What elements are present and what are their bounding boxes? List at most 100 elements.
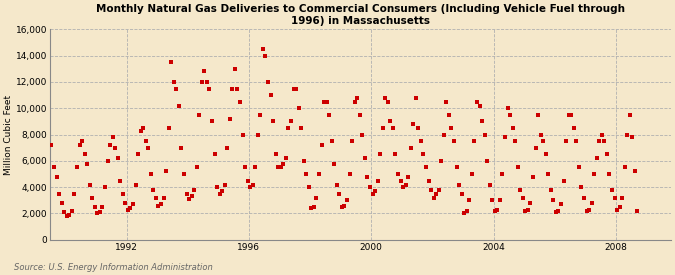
Point	[520, 209, 531, 213]
Point	[364, 185, 375, 189]
Point	[558, 178, 569, 183]
Point	[385, 119, 396, 123]
Point	[403, 174, 414, 179]
Point	[303, 185, 314, 189]
Point	[334, 192, 345, 196]
Point	[230, 67, 240, 71]
Point	[474, 103, 485, 108]
Point	[393, 172, 404, 176]
Point	[273, 165, 284, 170]
Point	[548, 198, 559, 203]
Point	[64, 213, 75, 217]
Point	[214, 192, 225, 196]
Point	[283, 126, 294, 130]
Point	[87, 196, 98, 200]
Point	[140, 139, 151, 143]
Point	[360, 156, 371, 160]
Point	[102, 159, 113, 163]
Point	[97, 205, 108, 209]
Point	[207, 119, 217, 123]
Point	[563, 113, 574, 117]
Point	[451, 165, 462, 170]
Point	[339, 204, 350, 208]
Point	[500, 135, 510, 139]
Point	[120, 201, 131, 205]
Point	[459, 211, 470, 216]
Point	[479, 132, 490, 137]
Point	[49, 165, 59, 170]
Point	[296, 126, 306, 130]
Point	[204, 86, 215, 91]
Point	[607, 188, 618, 192]
Point	[163, 126, 174, 130]
Point	[620, 165, 630, 170]
Point	[466, 172, 477, 176]
Point	[571, 139, 582, 143]
Point	[609, 196, 620, 200]
Point	[561, 139, 572, 143]
Point	[151, 196, 161, 200]
Point	[306, 206, 317, 210]
Point	[357, 132, 368, 137]
Point	[477, 119, 487, 123]
Point	[464, 198, 475, 203]
Point	[240, 165, 250, 170]
Point	[326, 139, 337, 143]
Point	[589, 172, 599, 176]
Point	[311, 196, 322, 200]
Point	[352, 95, 362, 100]
Point	[69, 192, 80, 196]
Point	[418, 152, 429, 156]
Point	[433, 188, 444, 192]
Point	[66, 209, 77, 213]
Point	[319, 100, 329, 104]
Point	[308, 205, 319, 209]
Point	[495, 198, 506, 203]
Point	[161, 169, 171, 174]
Point	[245, 185, 256, 189]
Point	[543, 172, 554, 176]
Point	[199, 69, 210, 74]
Point	[627, 135, 638, 139]
Point	[591, 156, 602, 160]
Point	[255, 113, 266, 117]
Point	[443, 113, 454, 117]
Point	[380, 95, 391, 100]
Point	[484, 182, 495, 187]
Point	[423, 178, 434, 183]
Point	[545, 188, 556, 192]
Point	[439, 132, 450, 137]
Point	[612, 207, 622, 212]
Point	[247, 182, 258, 187]
Point	[110, 145, 121, 150]
Point	[77, 139, 88, 143]
Point	[462, 209, 472, 213]
Point	[512, 165, 523, 170]
Point	[130, 182, 141, 187]
Point	[61, 214, 72, 218]
Point	[153, 204, 164, 208]
Point	[242, 178, 253, 183]
Point	[135, 128, 146, 133]
Point	[395, 178, 406, 183]
Point	[535, 132, 546, 137]
Point	[128, 202, 138, 207]
Point	[507, 126, 518, 130]
Point	[413, 126, 424, 130]
Point	[383, 100, 394, 104]
Point	[324, 113, 335, 117]
Point	[301, 172, 312, 176]
Point	[184, 197, 194, 201]
Y-axis label: Million Cubic Feet: Million Cubic Feet	[4, 95, 14, 175]
Point	[362, 174, 373, 179]
Point	[441, 100, 452, 104]
Point	[171, 86, 182, 91]
Point	[390, 152, 401, 156]
Point	[92, 211, 103, 216]
Point	[112, 156, 123, 160]
Point	[574, 165, 585, 170]
Point	[510, 139, 520, 143]
Point	[622, 132, 632, 137]
Point	[291, 86, 302, 91]
Point	[133, 152, 144, 156]
